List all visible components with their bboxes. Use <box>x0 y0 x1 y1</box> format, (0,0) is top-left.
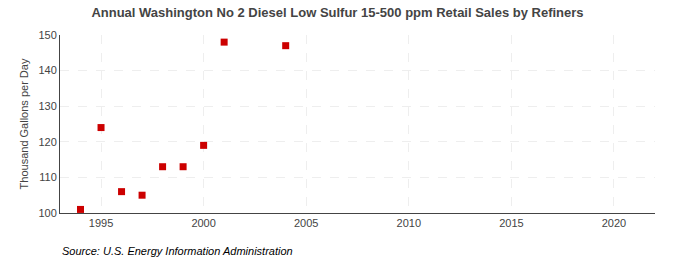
svg-text:2000: 2000 <box>191 217 215 229</box>
svg-text:2015: 2015 <box>499 217 523 229</box>
svg-text:Thousand Gallons per Day: Thousand Gallons per Day <box>18 58 30 189</box>
svg-text:Annual Washington No 2 Diesel: Annual Washington No 2 Diesel Low Sulfur… <box>91 5 583 20</box>
svg-text:Source: U.S. Energy Informatio: Source: U.S. Energy Information Administ… <box>62 245 293 257</box>
svg-text:130: 130 <box>38 100 56 112</box>
svg-text:2010: 2010 <box>397 217 421 229</box>
svg-text:120: 120 <box>38 136 56 148</box>
svg-text:110: 110 <box>39 171 57 183</box>
svg-text:100: 100 <box>38 207 56 219</box>
svg-text:2020: 2020 <box>602 217 626 229</box>
svg-text:2005: 2005 <box>294 217 318 229</box>
svg-text:140: 140 <box>38 64 56 76</box>
svg-text:1995: 1995 <box>89 217 113 229</box>
svg-text:150: 150 <box>38 29 56 41</box>
